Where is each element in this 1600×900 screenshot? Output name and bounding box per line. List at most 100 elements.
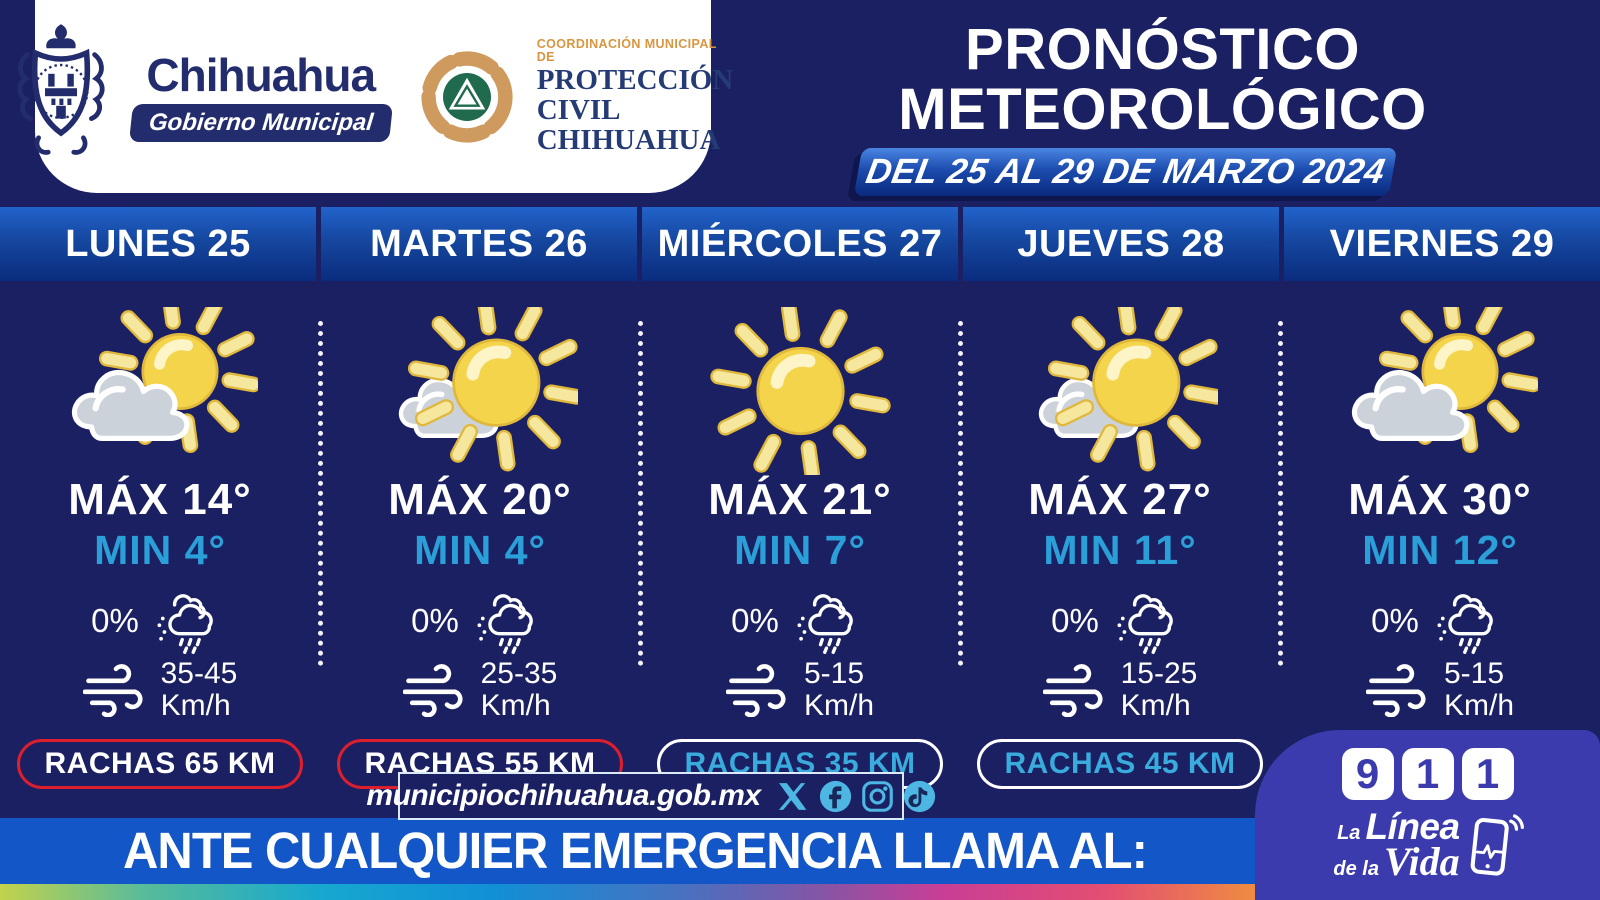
day-header-tuesday: MARTES 26 <box>321 207 637 281</box>
min-temp: MIN 4° <box>414 527 546 573</box>
emergency-text: ANTE CUALQUIER EMERGENCIA LLAMA AL: <box>123 822 1148 880</box>
digit-1a: 1 <box>1401 748 1454 800</box>
linea-word-vida: Vida <box>1383 838 1460 884</box>
precipitation-row: 0% <box>1371 588 1509 654</box>
proteccion-civil-emblem-icon <box>419 49 515 145</box>
weather-condition-icon <box>1023 293 1225 475</box>
wind-unit: Km/h <box>160 688 231 722</box>
page-title-line2: METEOROLÓGICO <box>898 77 1427 143</box>
page-title-line1: PRONÓSTICO <box>965 17 1360 82</box>
wind-range: 25-35 <box>480 657 558 690</box>
phone-heartbeat-icon <box>1466 805 1525 884</box>
max-temp: MÁX 14° <box>68 475 252 524</box>
precipitation-row: 0% <box>1051 588 1189 654</box>
min-temp: MIN 11° <box>1043 527 1197 573</box>
wind-range: 5-15 <box>1443 657 1505 690</box>
day-header-wednesday: MIÉRCOLES 27 <box>642 207 958 281</box>
wind-row: 5-15 Km/h <box>1365 658 1514 721</box>
precipitation-row: 0% <box>731 588 869 654</box>
tiktok-icon[interactable] <box>903 780 936 813</box>
weather-condition-icon <box>383 293 585 475</box>
website-url[interactable]: municipiochihuahua.gob.mx <box>366 779 761 812</box>
wind-range: 5-15 <box>803 657 865 690</box>
digit-9: 9 <box>1341 748 1394 800</box>
max-temp: MÁX 30° <box>1348 475 1532 524</box>
precip-value: 0% <box>91 602 139 639</box>
rain-cloud-icon <box>1109 588 1189 654</box>
proteccion-civil-line2: PROTECCIÓN CIVIL <box>536 64 734 126</box>
linea-word-linea: Línea <box>1365 805 1460 847</box>
wind-icon <box>725 663 792 717</box>
precip-value: 0% <box>1051 602 1099 639</box>
forecast-column-wednesday: MÁX 21° MIN 7° 0% 5-15 Km/h RACHAS 3 <box>638 281 960 789</box>
chihuahua-logo-title: Chihuahua <box>146 48 376 101</box>
wind-range: 35-45 <box>160 657 238 690</box>
wind-range: 15-25 <box>1120 657 1198 690</box>
logo-card: Chihuahua Gobierno Municipal COORDINACIÓ… <box>17 0 733 193</box>
digit-1b: 1 <box>1461 748 1514 800</box>
linea-word-la: La <box>1337 821 1361 844</box>
min-temp: MIN 12° <box>1362 527 1518 573</box>
gusts-badge: RACHAS 65 KM <box>17 739 303 789</box>
wind-icon <box>1365 663 1432 717</box>
wind-unit: Km/h <box>1120 688 1191 722</box>
wind-icon <box>1042 663 1109 717</box>
wind-unit: Km/h <box>480 688 551 722</box>
wind-speed: 35-45 Km/h <box>161 658 238 721</box>
wind-unit: Km/h <box>1443 688 1515 722</box>
911-digits: 9 1 1 <box>1341 748 1514 800</box>
rain-cloud-icon <box>149 588 229 654</box>
social-icons <box>777 780 936 813</box>
rain-cloud-icon <box>1429 588 1509 654</box>
wind-icon <box>82 663 149 717</box>
forecast-column-friday: MÁX 30° MIN 12° 0% 5-15 Km/h RACHAS <box>1278 281 1600 789</box>
date-range-ribbon: DEL 25 AL 29 DE MARZO 2024 <box>853 148 1398 196</box>
instagram-icon[interactable] <box>861 780 894 813</box>
wind-row: 5-15 Km/h <box>725 658 874 721</box>
day-header-monday: LUNES 25 <box>0 207 316 281</box>
wind-speed: 25-35 Km/h <box>481 658 558 721</box>
wind-row: 15-25 Km/h <box>1042 657 1198 722</box>
linea-de-la-vida: La Línea de la Vida <box>1333 805 1524 884</box>
weather-condition-icon <box>1343 290 1541 475</box>
rainbow-stripe <box>0 884 1600 900</box>
proteccion-civil-line3: CHIHUAHUA <box>536 123 721 156</box>
rain-cloud-icon <box>469 588 549 654</box>
linea-word-dela: de la <box>1333 857 1379 880</box>
wind-speed: 5-15 Km/h <box>804 658 874 721</box>
weather-condition-icon <box>703 300 898 482</box>
chihuahua-logo: Chihuahua Gobierno Municipal <box>128 48 393 142</box>
badge-911: 9 1 1 La Línea de la Vida <box>1255 730 1600 900</box>
wind-row: 25-35 Km/h <box>402 658 558 721</box>
precipitation-row: 0% <box>411 588 549 654</box>
min-temp: MIN 4° <box>94 527 226 573</box>
page-title: PRONÓSTICO METEOROLÓGICO <box>890 17 1435 143</box>
gusts-badge: RACHAS 45 KM <box>977 739 1263 789</box>
max-temp: MÁX 20° <box>388 475 572 524</box>
gobierno-municipal-badge: Gobierno Municipal <box>128 103 393 142</box>
precip-value: 0% <box>1371 602 1419 639</box>
precipitation-row: 0% <box>91 588 229 654</box>
day-header-friday: VIERNES 29 <box>1284 207 1600 281</box>
chihuahua-coat-of-arms-icon <box>13 21 109 173</box>
forecast-column-monday: MÁX 14° MIN 4° 0% 35-45 Km/h RACHAS <box>0 281 320 789</box>
wind-unit: Km/h <box>803 688 875 722</box>
wind-row: 35-45 Km/h <box>82 658 238 721</box>
rain-cloud-icon <box>789 588 869 654</box>
max-temp: MÁX 27° <box>1028 475 1212 524</box>
date-range-text: DEL 25 AL 29 DE MARZO 2024 <box>863 152 1389 191</box>
forecast-column-tuesday: MÁX 20° MIN 4° 0% 25-35 Km/h RACHAS <box>318 281 640 789</box>
day-header-thursday: JUEVES 28 <box>963 207 1279 281</box>
proteccion-civil-logo-text: COORDINACIÓN MUNICIPAL DE PROTECCIÓN CIV… <box>537 38 734 155</box>
forecast-column-thursday: MÁX 27° MIN 11° 0% 15-25 Km/h RACHAS <box>958 281 1280 789</box>
facebook-icon[interactable] <box>819 780 852 813</box>
wind-speed: 5-15 Km/h <box>1444 658 1514 721</box>
x-twitter-icon[interactable] <box>777 780 810 813</box>
day-header-row: LUNES 25 MARTES 26 MIÉRCOLES 27 JUEVES 2… <box>0 207 1600 281</box>
precip-value: 0% <box>731 602 779 639</box>
max-temp: MÁX 21° <box>708 475 892 524</box>
website-bar: municipiochihuahua.gob.mx <box>366 772 935 820</box>
min-temp: MIN 7° <box>734 527 866 573</box>
forecast-grid: MÁX 14° MIN 4° 0% 35-45 Km/h RACHAS <box>0 281 1600 789</box>
